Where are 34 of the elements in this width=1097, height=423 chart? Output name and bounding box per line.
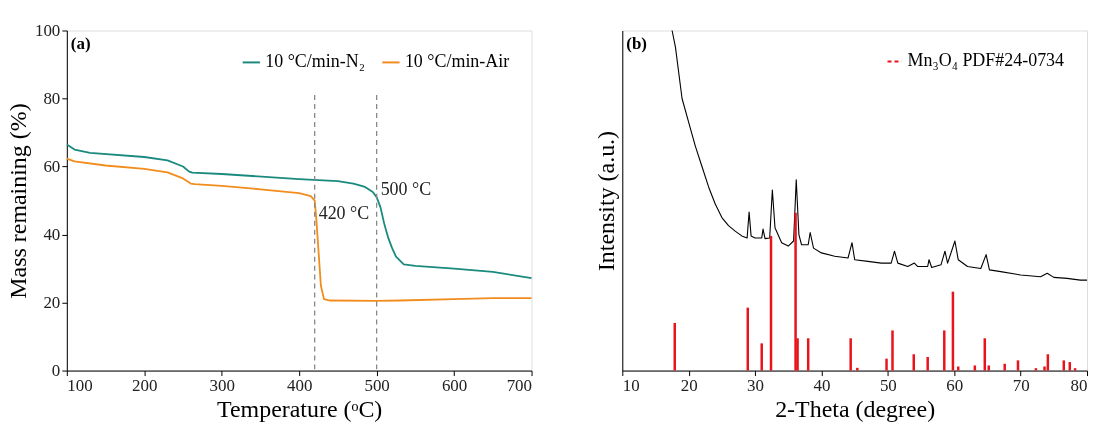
x-tick-label: 400 [286, 376, 313, 396]
line-series [65, 157, 533, 302]
x-tick-label: 600 [441, 376, 468, 396]
x-tick-label: 30 [747, 376, 765, 396]
y-tick-label: 80 [43, 89, 61, 108]
annotation: 500 °C [380, 179, 432, 200]
y-tick-label: 40 [43, 225, 61, 245]
x-tick-label: 20 [680, 376, 698, 396]
annotation: (a) [70, 34, 91, 54]
annotation: 420 °C [318, 203, 370, 224]
line-series [65, 143, 533, 279]
x-tick-label: 500 [364, 376, 390, 396]
x-tick-label: 50 [879, 376, 897, 396]
y-axis-title: Intensity (a.u.) [592, 130, 619, 272]
y-tick-label: 0 [51, 361, 61, 381]
y-tick-label: 100 [34, 20, 61, 40]
x-axis-title: Temperature (ᵒC) [217, 395, 383, 422]
x-axis-title: 2-Theta (degree) [775, 395, 936, 422]
x-tick-label: 200 [132, 376, 158, 396]
x-tick-label: 80 [1070, 376, 1088, 396]
x-tick-label: 70 [1012, 376, 1030, 396]
annotation: (b) [626, 34, 647, 54]
x-tick-label: 300 [209, 376, 235, 396]
x-tick-label: 60 [946, 376, 964, 396]
legend-label: 10 °C/min-N₂ [265, 51, 365, 72]
legend-label: Mn₃O₄ PDF#24-0734 [907, 50, 1065, 71]
x-tick-label: 700 [506, 376, 533, 396]
y-tick-label: 20 [43, 293, 61, 313]
y-tick-label: 60 [43, 157, 61, 177]
y-axis-title: Mass remaining (%) [4, 103, 31, 299]
x-tick-label: 10 [622, 376, 640, 396]
x-tick-label: 100 [67, 376, 93, 396]
x-tick-label: 40 [813, 376, 831, 396]
legend-label: 10 °C/min-Air [404, 51, 510, 72]
